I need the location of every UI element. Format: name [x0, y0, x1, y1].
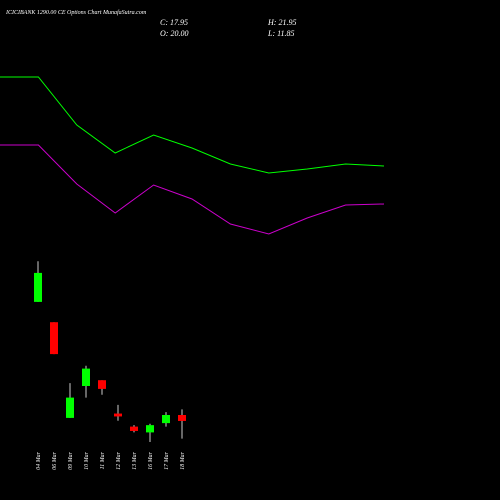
x-tick-label: 06 Mar: [52, 451, 58, 469]
chart-title: ICICIBANK 1290.00 CE Options Chart Munaf…: [5, 9, 147, 16]
x-tick-label: 17 Mar: [164, 451, 170, 469]
candle-body: [98, 380, 106, 389]
open-label: O: 20.00: [160, 29, 188, 38]
candle-body: [82, 368, 90, 386]
candle-body: [50, 322, 58, 355]
x-tick-label: 10 Mar: [84, 451, 90, 469]
candle-body: [114, 413, 122, 417]
x-tick-label: 13 Mar: [132, 451, 138, 469]
low-label: L: 11.85: [267, 29, 295, 38]
x-tick-label: 04 Mar: [35, 451, 42, 469]
x-tick-label: 16 Mar: [148, 451, 154, 469]
x-tick-label: 12 Mar: [116, 451, 122, 469]
x-tick-label: 11 Mar: [100, 451, 106, 469]
x-tick-label: 18 Mar: [180, 451, 186, 469]
close-label: C: 17.95: [160, 18, 188, 27]
line-series: [0, 144, 385, 235]
candle-body: [146, 425, 154, 433]
high-label: H: 21.95: [267, 18, 296, 27]
x-tick-label: 09 Mar: [68, 451, 74, 469]
candle-body: [162, 415, 170, 424]
line-series: [0, 76, 385, 174]
candle-body: [130, 426, 138, 431]
candle-body: [66, 397, 74, 418]
candle-body: [178, 415, 186, 421]
candle-body: [34, 272, 42, 302]
